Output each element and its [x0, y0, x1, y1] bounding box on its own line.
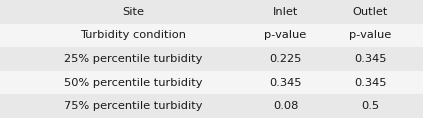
Text: 0.345: 0.345 — [269, 78, 302, 88]
Bar — [0, 0, 423, 24]
Text: 0.345: 0.345 — [354, 78, 386, 88]
Text: Site: Site — [122, 7, 144, 17]
Text: 0.225: 0.225 — [269, 54, 302, 64]
Text: 0.08: 0.08 — [273, 101, 298, 111]
Text: Outlet: Outlet — [352, 7, 388, 17]
Text: 0.345: 0.345 — [354, 54, 386, 64]
Text: p-value: p-value — [264, 30, 307, 40]
Bar — [0, 94, 423, 118]
Text: 75% percentile turbidity: 75% percentile turbidity — [64, 101, 203, 111]
Bar — [0, 24, 423, 47]
Text: Inlet: Inlet — [273, 7, 298, 17]
Bar — [0, 47, 423, 71]
Text: 25% percentile turbidity: 25% percentile turbidity — [64, 54, 203, 64]
Text: Turbidity condition: Turbidity condition — [80, 30, 186, 40]
Text: p-value: p-value — [349, 30, 391, 40]
Text: 0.5: 0.5 — [361, 101, 379, 111]
Bar — [0, 71, 423, 94]
Text: 50% percentile turbidity: 50% percentile turbidity — [64, 78, 203, 88]
